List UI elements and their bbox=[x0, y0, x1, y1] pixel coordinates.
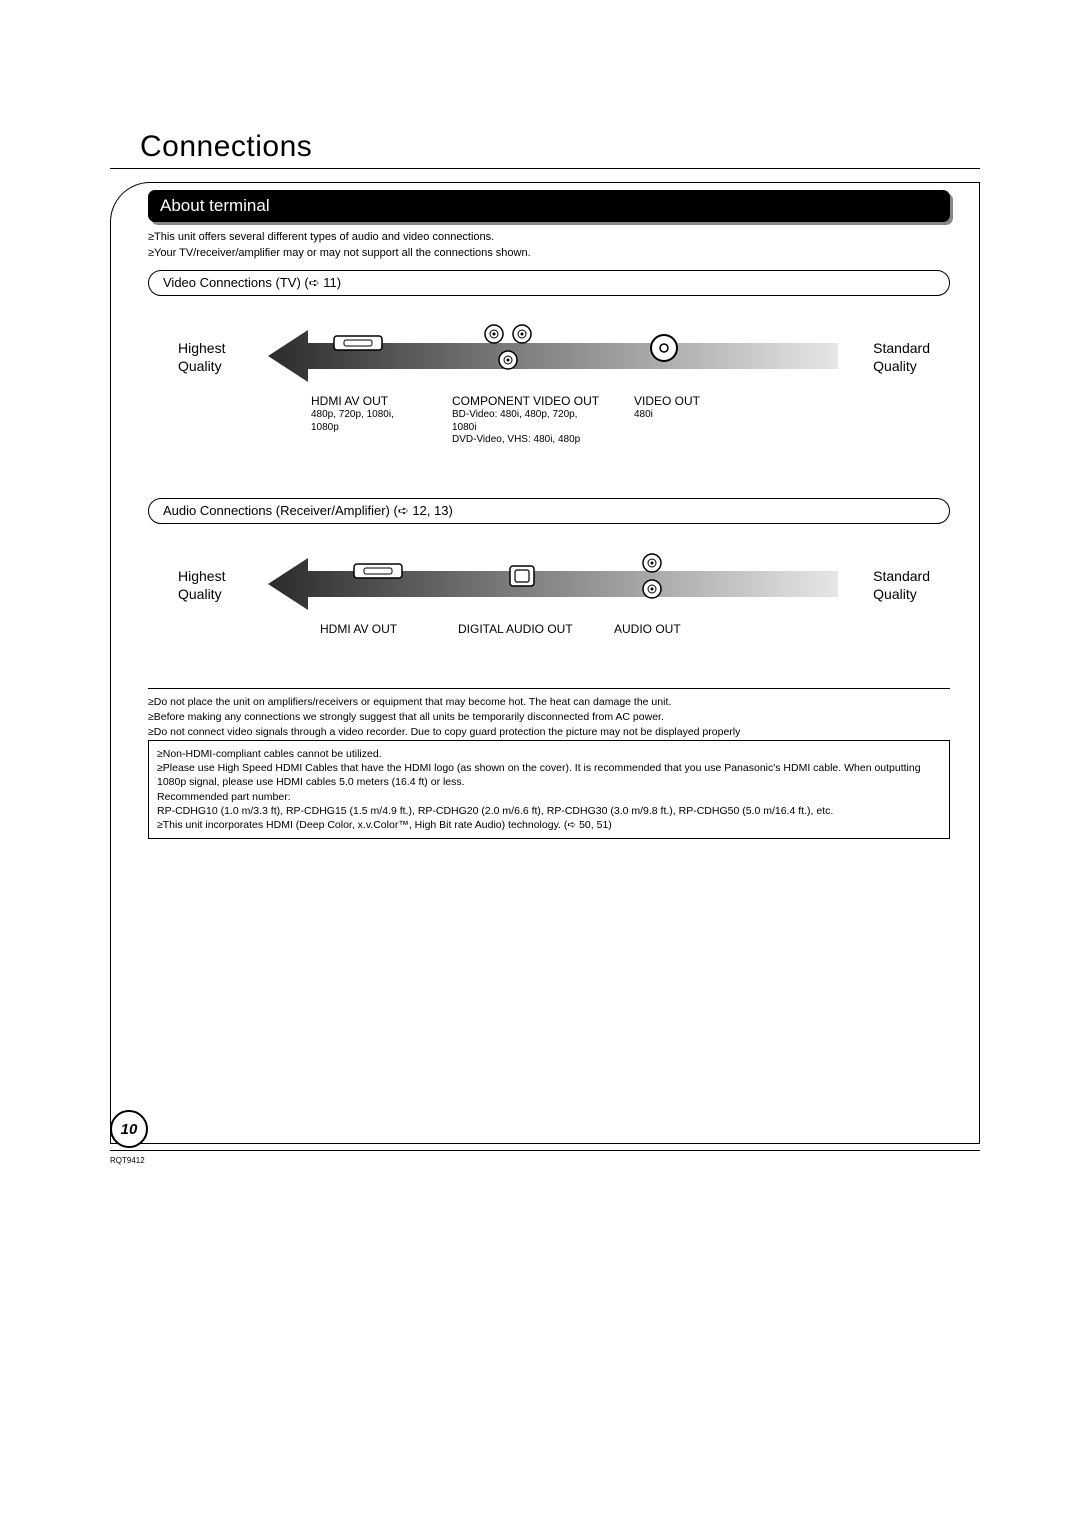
audio-connections-pill: Audio Connections (Receiver/Amplifier) (… bbox=[148, 498, 950, 524]
warning-line: ≥Do not place the unit on amplifiers/rec… bbox=[148, 695, 950, 709]
standard-quality-label: StandardQuality bbox=[873, 568, 930, 603]
hdmi-note-line: Recommended part number: bbox=[157, 790, 941, 804]
section-header-text: About terminal bbox=[148, 190, 950, 222]
warnings-block: ≥Do not place the unit on amplifiers/rec… bbox=[148, 688, 950, 741]
video-connections-pill: Video Connections (TV) (➪ 11) bbox=[148, 270, 950, 296]
audio-arrow-block: HighestQuality StandardQuality HDMI AV O bbox=[148, 538, 950, 688]
rca-jacks-icon bbox=[638, 552, 666, 607]
bottom-rule bbox=[110, 1150, 980, 1151]
hdmi-note-line: ≥Please use High Speed HDMI Cables that … bbox=[157, 761, 941, 789]
intro-line: ≥Your TV/receiver/amplifier may or may n… bbox=[148, 246, 531, 261]
highest-quality-label: HighestQuality bbox=[178, 340, 225, 375]
hdmi-port-icon bbox=[328, 334, 388, 361]
intro-line: ≥This unit offers several different type… bbox=[148, 230, 531, 245]
standard-quality-label: StandardQuality bbox=[873, 340, 930, 375]
hdmi-audio-label: HDMI AV OUT bbox=[320, 622, 397, 637]
video-arrow-block: HighestQuality StandardQuality bbox=[148, 310, 950, 460]
highest-quality-label: HighestQuality bbox=[178, 568, 225, 603]
page-number: 10 bbox=[110, 1110, 148, 1148]
warning-line: ≥Before making any connections we strong… bbox=[148, 710, 950, 724]
page-title: Connections bbox=[140, 130, 312, 164]
digital-audio-label: DIGITAL AUDIO OUT bbox=[458, 622, 573, 637]
warning-line: ≥Do not connect video signals through a … bbox=[148, 725, 950, 739]
component-label: COMPONENT VIDEO OUT BD-Video: 480i, 480p… bbox=[452, 394, 599, 447]
hdmi-label: HDMI AV OUT 480p, 720p, 1080i, 1080p bbox=[311, 394, 394, 434]
hdmi-notes-box: ≥Non-HDMI-compliant cables cannot be uti… bbox=[148, 740, 950, 839]
composite-jack-icon bbox=[648, 332, 680, 369]
hdmi-port-icon bbox=[348, 562, 408, 589]
optical-port-icon bbox=[508, 564, 536, 593]
intro-bullets: ≥This unit offers several different type… bbox=[148, 230, 531, 263]
videoout-label: VIDEO OUT 480i bbox=[634, 394, 700, 422]
section-header-bar: About terminal bbox=[148, 190, 950, 222]
title-rule bbox=[110, 168, 980, 169]
audio-out-label: AUDIO OUT bbox=[614, 622, 681, 637]
doc-code: RQT9412 bbox=[110, 1156, 145, 1165]
hdmi-note-line: ≥This unit incorporates HDMI (Deep Color… bbox=[157, 818, 941, 832]
hdmi-note-line: RP-CDHG10 (1.0 m/3.3 ft), RP-CDHG15 (1.5… bbox=[157, 804, 941, 818]
component-jacks-icon bbox=[478, 322, 538, 377]
hdmi-note-line: ≥Non-HDMI-compliant cables cannot be uti… bbox=[157, 747, 941, 761]
